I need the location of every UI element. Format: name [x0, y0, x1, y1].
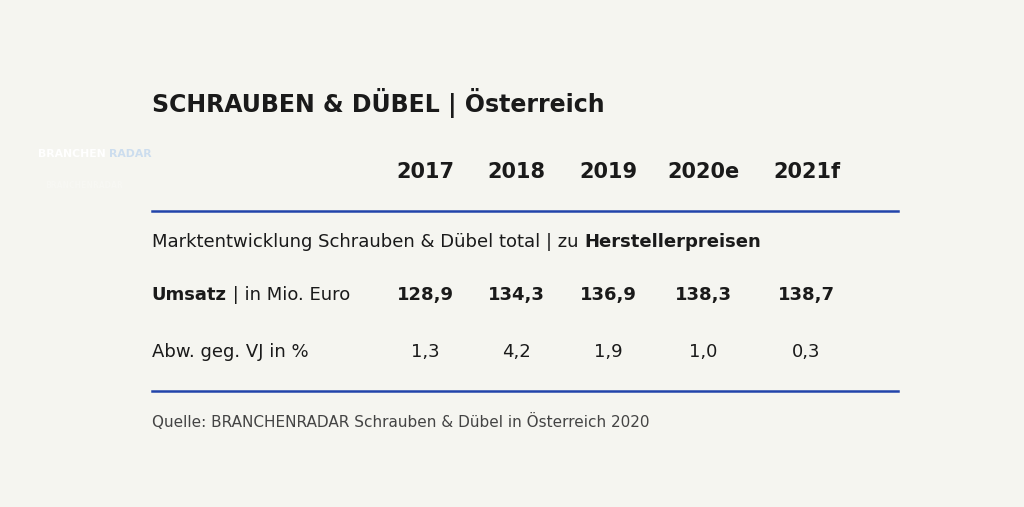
Text: 4,2: 4,2 [503, 343, 531, 360]
Text: Quelle: BRANCHENRADAR Schrauben & Dübel in Österreich 2020: Quelle: BRANCHENRADAR Schrauben & Dübel … [152, 413, 649, 430]
Text: | in Mio. Euro: | in Mio. Euro [226, 286, 350, 304]
Text: 1,0: 1,0 [689, 343, 718, 360]
Text: Herstellerpreisen: Herstellerpreisen [584, 233, 761, 251]
Text: 136,9: 136,9 [580, 286, 637, 304]
Text: 134,3: 134,3 [488, 286, 546, 304]
Text: 2019: 2019 [579, 162, 637, 182]
Text: Marktentwicklung Schrauben & Dübel total | zu: Marktentwicklung Schrauben & Dübel total… [152, 233, 584, 251]
Text: 2018: 2018 [487, 162, 546, 182]
Text: 138,3: 138,3 [675, 286, 732, 304]
Text: 128,9: 128,9 [397, 286, 454, 304]
Text: Umsatz: Umsatz [152, 286, 226, 304]
Text: 1,9: 1,9 [594, 343, 623, 360]
Text: Abw. geg. VJ in %: Abw. geg. VJ in % [152, 343, 308, 360]
Text: RADAR: RADAR [110, 149, 152, 159]
Text: SCHRAUBEN & DÜBEL | Österreich: SCHRAUBEN & DÜBEL | Österreich [152, 88, 604, 118]
Text: 0,3: 0,3 [793, 343, 821, 360]
Text: 2021f: 2021f [773, 162, 840, 182]
Text: BRANCHENRADAR: BRANCHENRADAR [46, 181, 123, 190]
Text: 2020e: 2020e [668, 162, 739, 182]
Text: 2017: 2017 [396, 162, 455, 182]
Text: BRANCHEN: BRANCHEN [38, 149, 106, 159]
Text: 138,7: 138,7 [778, 286, 835, 304]
Text: 1,3: 1,3 [412, 343, 440, 360]
